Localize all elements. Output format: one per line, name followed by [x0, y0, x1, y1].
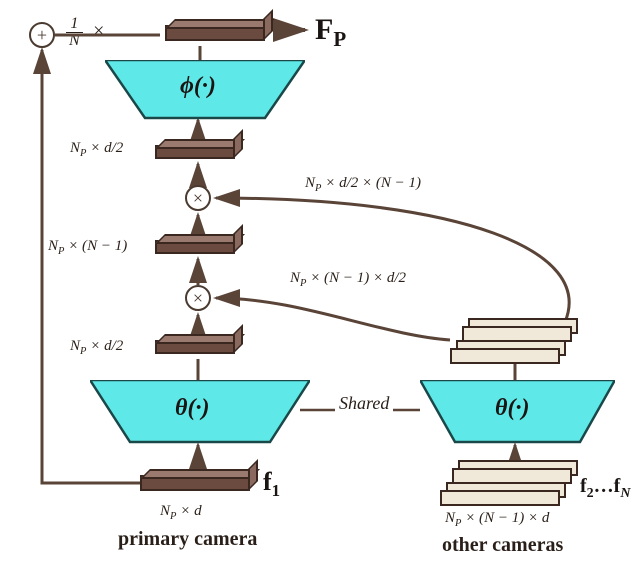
theta2-label: θ(·) [495, 395, 529, 422]
theta1-label: θ(·) [175, 395, 209, 422]
plus-glyph: + [37, 25, 47, 46]
output-symbol: FP [315, 13, 346, 52]
dim-d2: NP × (N − 1) [48, 238, 127, 257]
intermediate-bar-1 [155, 145, 235, 159]
dim-mult2-right: NP × (N − 1) × d/2 [290, 270, 406, 289]
scale-num: 1 [66, 16, 83, 33]
times-glyph: × [93, 20, 104, 42]
intermediate-bar-2 [155, 240, 235, 254]
F-main: F [315, 13, 333, 46]
f1-sub: 1 [272, 481, 280, 500]
f1-main: f [263, 467, 272, 496]
dim-d3: NP × d/2 [70, 338, 123, 357]
f1-symbol: f1 [263, 467, 280, 501]
other-feat-symbol: f2…fN [580, 475, 630, 502]
mult1-op: × [185, 185, 211, 211]
output-feature-bar [165, 25, 265, 41]
intermediate-bar-3 [155, 340, 235, 354]
mult1-glyph: × [193, 188, 203, 209]
shared-label: Shared [335, 393, 393, 414]
mult2-op: × [185, 285, 211, 311]
dim-primary: NP × d [160, 503, 202, 522]
dim-d1: NP × d/2 [70, 140, 123, 159]
primary-camera-label: primary camera [118, 528, 257, 551]
mult2-glyph: × [193, 288, 203, 309]
scale-label: 1 N × [66, 16, 104, 49]
dim-mult1-right: NP × d/2 × (N − 1) [305, 175, 421, 194]
dim-other: NP × (N − 1) × d [445, 510, 549, 529]
residual-add-op: + [29, 22, 55, 48]
phi-label: ϕ(·) [180, 73, 216, 100]
F-sub: P [333, 27, 346, 51]
other-camera-label: other cameras [442, 534, 563, 557]
scale-den: N [66, 33, 83, 49]
primary-feature-bar [140, 475, 250, 491]
